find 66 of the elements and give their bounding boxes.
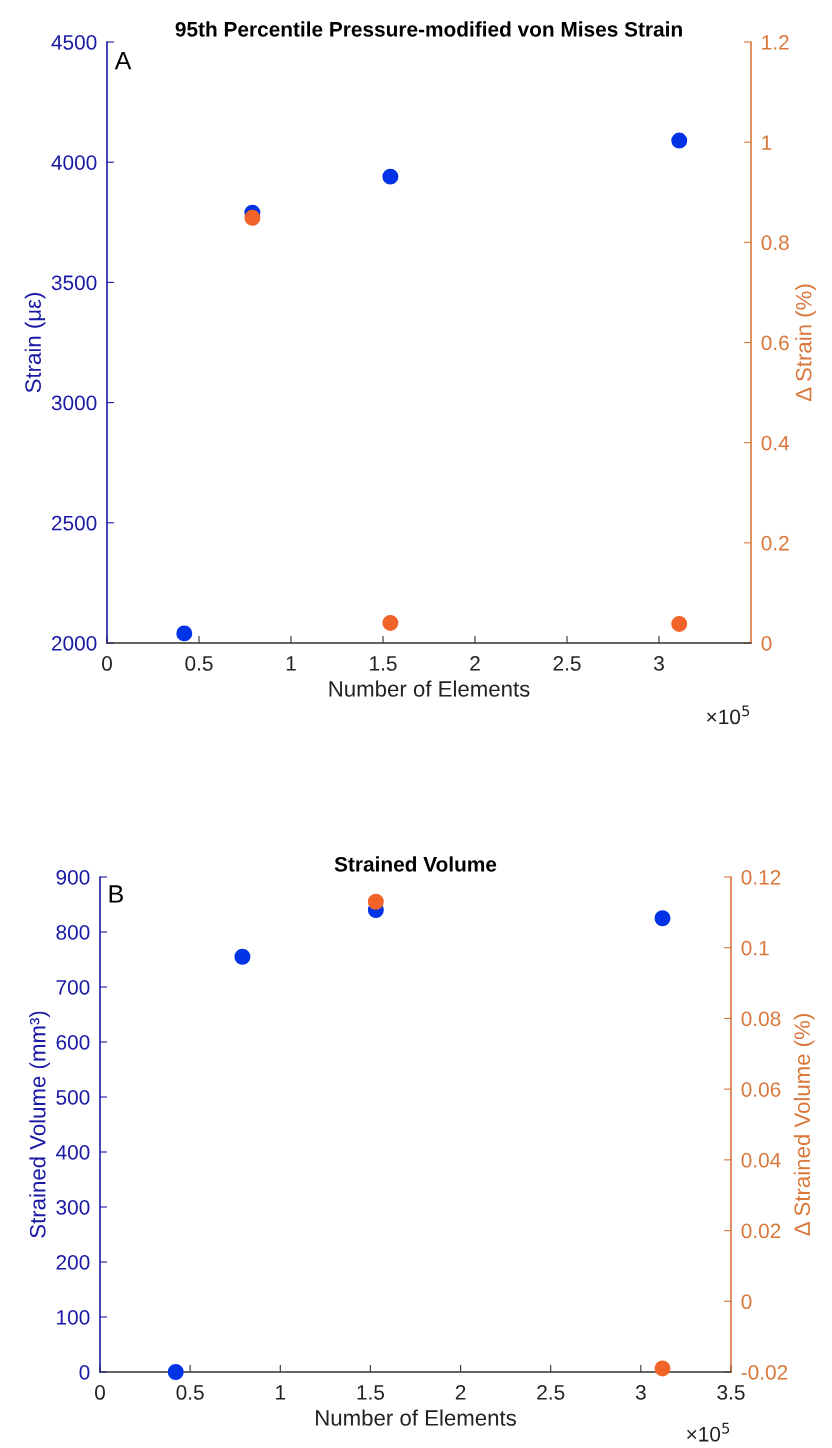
point xyxy=(244,209,261,226)
y2-tick-label: 0.1 xyxy=(741,940,769,956)
x-tick-label: 1.5 xyxy=(357,1385,385,1400)
y-tick-label: 100 xyxy=(57,1310,90,1325)
y2-tick-label: 0.12 xyxy=(741,870,781,885)
text: ×10$^{5}$ xyxy=(687,1422,730,1442)
y-tick-label: 500 xyxy=(56,1090,90,1105)
y-tick-label: 3000 xyxy=(51,395,97,411)
x-tick-label: 2 xyxy=(470,656,480,671)
y-tick-label: 700 xyxy=(56,980,90,995)
x-tick-label: 2 xyxy=(455,1385,466,1400)
x-tick-label: 1.5 xyxy=(370,656,397,671)
y-tick-label: 3500 xyxy=(51,275,97,291)
point xyxy=(654,910,671,927)
y-tick-label: 300 xyxy=(56,1200,90,1215)
y2-tick-label: 0.6 xyxy=(761,335,789,351)
x-tick-label: 2.5 xyxy=(553,656,581,671)
y2-tick-label: 0.06 xyxy=(741,1082,781,1097)
y-tick-label: 4000 xyxy=(51,155,97,170)
annotation: B xyxy=(109,885,123,903)
x-tick-label: 1 xyxy=(286,656,296,671)
x-tick-label: 1 xyxy=(276,1385,286,1400)
y2-tick-label: 0.04 xyxy=(741,1152,781,1168)
x-tick-label: 2.5 xyxy=(537,1385,565,1400)
y-tick-label: 2500 xyxy=(51,515,97,531)
x-axis-title: Number of Elements xyxy=(316,1409,516,1426)
y-tick-label: 600 xyxy=(56,1035,90,1050)
point xyxy=(176,625,193,642)
x-tick-label: 3 xyxy=(654,656,664,671)
y2-axis-title: Δ Strain (%) xyxy=(795,284,816,402)
text: ×10$^{5}$ xyxy=(707,705,750,725)
point xyxy=(382,614,399,631)
y2-tick-label: 0 xyxy=(761,636,772,651)
y2-tick-label: 0.02 xyxy=(741,1223,781,1239)
y-tick-label: 400 xyxy=(56,1145,90,1160)
point xyxy=(234,948,251,965)
y2-tick-label: 0.8 xyxy=(761,235,789,251)
y2-tick-label: 0.4 xyxy=(761,435,790,451)
y2-tick-label: 1.2 xyxy=(762,35,789,50)
y-axis-title: Strained Volume (mm³) xyxy=(29,1011,50,1238)
x-axis-title: Number of Elements xyxy=(329,680,530,697)
x-tick-label: 3.5 xyxy=(717,1385,745,1400)
y2-axis-title: Δ Strained Volume (%) xyxy=(793,1014,815,1236)
y-tick-label: 800 xyxy=(56,925,90,940)
y-axis-title: Strain (με) xyxy=(24,293,46,393)
chart-title: 95th Percentile Pressure-modified von Mises Strain xyxy=(175,21,682,37)
annotation: A xyxy=(114,51,132,70)
y2-tick-label: 0.08 xyxy=(741,1011,781,1027)
y-tick-label: 900 xyxy=(56,870,90,885)
y2-tick-label: 0 xyxy=(741,1294,752,1310)
y2-tick-label: 0.2 xyxy=(761,535,789,551)
x-tick-label: 0 xyxy=(102,656,112,671)
x-tick-label: 0.5 xyxy=(176,1385,204,1400)
point xyxy=(167,1364,184,1380)
y2-tick-label: -0.02 xyxy=(741,1365,788,1380)
x-tick-label: 3 xyxy=(635,1385,646,1400)
y2-tick-label: 1 xyxy=(762,135,772,150)
y-tick-label: 4500 xyxy=(51,35,97,50)
x-tick-label: 0.5 xyxy=(185,656,213,671)
chart-title: Strained Volume xyxy=(334,856,497,872)
y-tick-label: 2000 xyxy=(51,636,97,651)
point xyxy=(671,615,688,632)
y-tick-label: 200 xyxy=(56,1255,90,1270)
point xyxy=(671,132,688,149)
point xyxy=(382,168,399,185)
y-tick-label: 0 xyxy=(79,1365,90,1380)
